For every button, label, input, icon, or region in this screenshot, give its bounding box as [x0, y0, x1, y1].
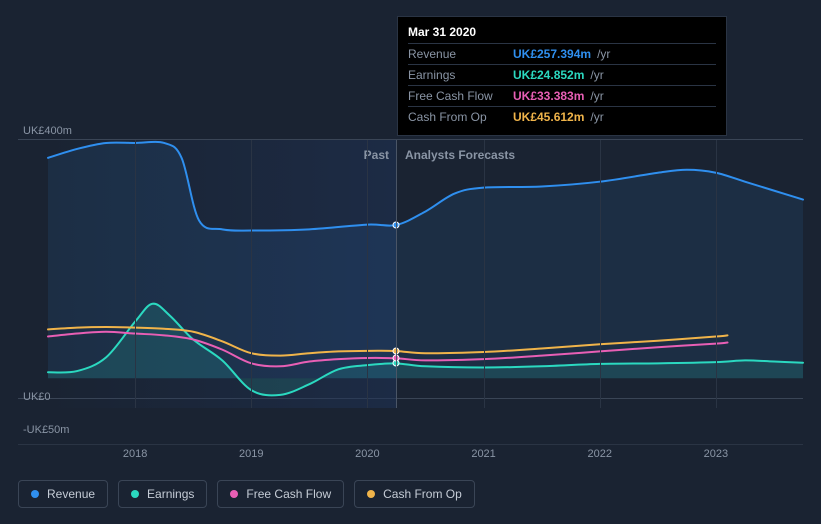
tooltip-date: Mar 31 2020: [408, 25, 716, 43]
hover-tooltip: Mar 31 2020 RevenueUK£257.394m/yrEarning…: [397, 16, 727, 136]
tooltip-row: RevenueUK£257.394m/yr: [408, 43, 716, 64]
tooltip-value: UK£257.394m: [513, 47, 591, 61]
tooltip-row: Free Cash FlowUK£33.383m/yr: [408, 85, 716, 106]
tooltip-row: EarningsUK£24.852m/yr: [408, 64, 716, 85]
tooltip-unit: /yr: [590, 110, 603, 124]
legend-item-fcf[interactable]: Free Cash Flow: [217, 480, 344, 508]
tooltip-unit: /yr: [590, 68, 603, 82]
legend-dot-icon: [230, 490, 238, 498]
x-axis-label: 2020: [355, 448, 379, 460]
tooltip-unit: /yr: [590, 89, 603, 103]
legend-dot-icon: [131, 490, 139, 498]
legend-item-earnings[interactable]: Earnings: [118, 480, 207, 508]
legend-label: Free Cash Flow: [246, 487, 331, 501]
legend-label: Revenue: [47, 487, 95, 501]
tooltip-label: Revenue: [408, 47, 513, 61]
tooltip-label: Earnings: [408, 68, 513, 82]
legend-item-cfo[interactable]: Cash From Op: [354, 480, 475, 508]
tooltip-value: UK£45.612m: [513, 110, 584, 124]
x-axis-label: 2022: [587, 448, 611, 460]
tooltip-value: UK£24.852m: [513, 68, 584, 82]
x-gridline: [135, 140, 136, 408]
x-axis-label: 2021: [471, 448, 495, 460]
legend-dot-icon: [367, 490, 375, 498]
tooltip-unit: /yr: [597, 47, 610, 61]
legend-label: Cash From Op: [383, 487, 462, 501]
tooltip-value: UK£33.383m: [513, 89, 584, 103]
legend-label: Earnings: [147, 487, 194, 501]
legend-item-revenue[interactable]: Revenue: [18, 480, 108, 508]
x-gridline: [600, 140, 601, 408]
tooltip-label: Cash From Op: [408, 110, 513, 124]
x-gridline: [484, 140, 485, 408]
x-axis-label: 2019: [239, 448, 263, 460]
tooltip-label: Free Cash Flow: [408, 89, 513, 103]
x-gridline: [716, 140, 717, 408]
legend-dot-icon: [31, 490, 39, 498]
x-axis-label: 2018: [123, 448, 147, 460]
chart-legend: Revenue Earnings Free Cash Flow Cash From O…: [18, 480, 475, 508]
x-axis-label: 2023: [704, 448, 728, 460]
x-gridline: [251, 140, 252, 408]
past-forecast-divider: [396, 140, 397, 408]
x-gridline: [367, 140, 368, 408]
tooltip-row: Cash From OpUK£45.612m/yr: [408, 106, 716, 127]
